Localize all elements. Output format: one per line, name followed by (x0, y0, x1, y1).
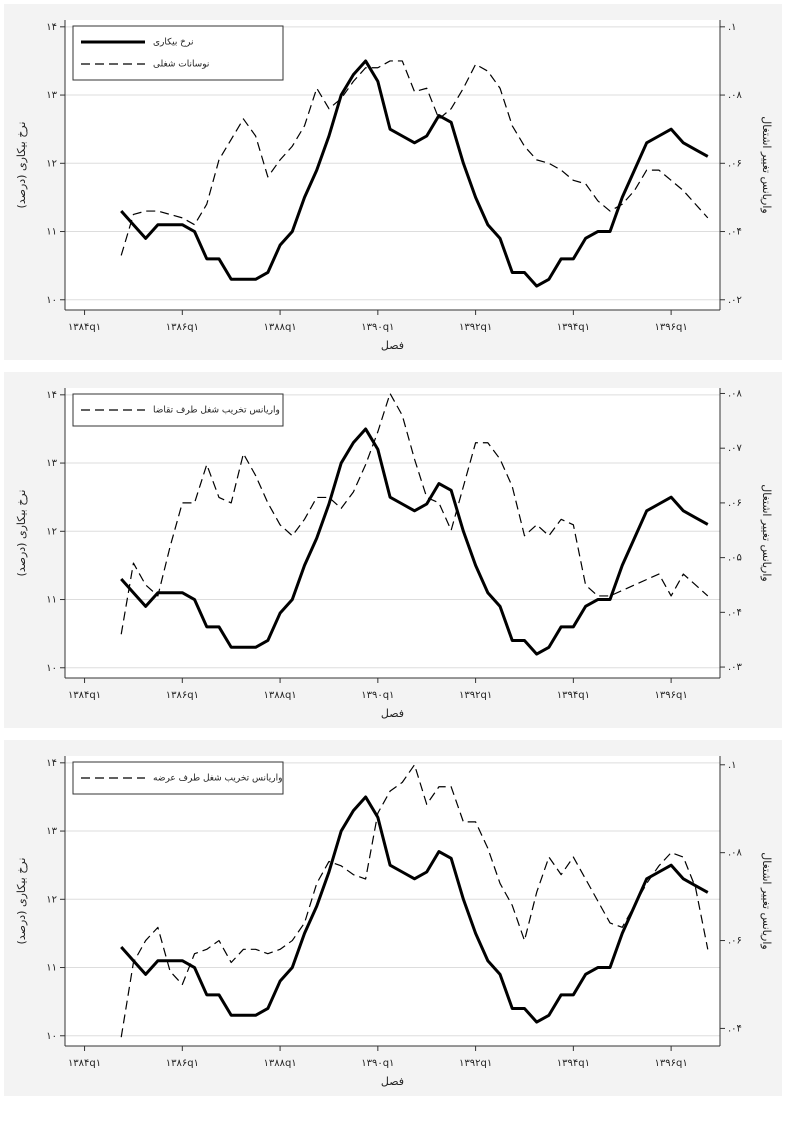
x-tick-label: ۱۳۹۲q۱ (459, 690, 492, 701)
y2-tick-label: .۰۵ (728, 553, 742, 564)
y-axis-label: نرخ بیکاری (درصد) (15, 490, 28, 577)
x-tick-label: ۱۳۹۰q۱ (361, 1058, 394, 1069)
chart-panel: ۱۰ ۱۱ ۱۲ ۱۳ ۱۴ .۰۲ .۰۴ .۰۶ .۰۸ .۱ ۱۳۸۴q۱ ۱۳۸۶q۱ ۱۳۸۸… (4, 4, 782, 360)
y-tick-label: ۱۳ (46, 458, 57, 469)
x-tick-label: ۱۳۹۴q۱ (557, 322, 590, 333)
x-tick-label: ۱۳۹۶q۱ (655, 322, 688, 333)
series-line (120, 392, 709, 635)
x-tick-label: ۱۳۹۶q۱ (655, 1058, 688, 1069)
y2-tick-label: .۰۸ (728, 848, 743, 859)
y2-tick-label: .۰۶ (728, 498, 742, 509)
x-tick-label: ۱۳۹۴q۱ (557, 1058, 590, 1069)
y-axis-label: نرخ بیکاری (درصد) (15, 122, 28, 209)
y2-tick-label: .۱ (728, 22, 737, 33)
y-tick-label: ۱۱ (46, 595, 57, 606)
plot-area (65, 756, 720, 1046)
chart-panel: ۱۰ ۱۱ ۱۲ ۱۳ ۱۴ .۰۳ .۰۴ .۰۵ .۰۶ .۰۷ .۰۸ ۱۳۸۴q۱ ۱۳۸۶q۱… (4, 372, 782, 728)
y2-axis-label: واریانس تغییر اشتغال (760, 484, 773, 582)
y2-tick-label: .۰۸ (728, 388, 743, 399)
y2-tick-label: .۰۶ (728, 936, 742, 947)
y2-tick-label: .۰۴ (728, 1023, 742, 1034)
x-tick-label: ۱۳۸۸q۱ (263, 690, 296, 701)
series-line (120, 427, 709, 656)
x-tick-label: ۱۳۸۴q۱ (68, 690, 101, 701)
y-tick-label: ۱۰ (46, 295, 57, 306)
y-tick-label: ۱۳ (46, 90, 57, 101)
series-line (120, 764, 709, 1038)
y-tick-label: ۱۳ (46, 826, 57, 837)
y-axis-label: نرخ بیکاری (درصد) (15, 858, 28, 945)
x-tick-label: ۱۳۹۲q۱ (459, 322, 492, 333)
y-tick-label: ۱۰ (46, 1031, 57, 1042)
y-tick-label: ۱۱ (46, 227, 57, 238)
y-tick-label: ۱۲ (46, 526, 57, 537)
y2-tick-label: .۰۴ (728, 607, 742, 618)
x-tick-label: ۱۳۹۰q۱ (361, 690, 394, 701)
x-tick-label: ۱۳۹۴q۱ (557, 690, 590, 701)
x-tick-label: ۱۳۹۶q۱ (655, 690, 688, 701)
x-axis-label: فصل (381, 707, 404, 720)
y-tick-label: ۱۴ (46, 758, 57, 769)
x-tick-label: ۱۳۸۶q۱ (166, 1058, 199, 1069)
legend-label: نوسانات شغلی (153, 60, 209, 70)
y2-tick-label: .۰۲ (728, 295, 742, 306)
y2-tick-label: .۰۴ (728, 227, 742, 238)
x-tick-label: ۱۳۸۸q۱ (263, 1058, 296, 1069)
x-tick-label: ۱۳۸۸q۱ (263, 322, 296, 333)
series-line (120, 795, 709, 1024)
x-axis-label: فصل (381, 1075, 404, 1088)
x-tick-label: ۱۳۸۴q۱ (68, 1058, 101, 1069)
x-tick-label: ۱۳۸۶q۱ (166, 322, 199, 333)
x-tick-label: ۱۳۸۶q۱ (166, 690, 199, 701)
y-tick-label: ۱۴ (46, 390, 57, 401)
legend-box (72, 761, 284, 795)
y2-tick-label: .۰۷ (728, 443, 743, 454)
y-tick-label: ۱۰ (46, 663, 57, 674)
x-tick-label: ۱۳۹۰q۱ (361, 322, 394, 333)
y2-tick-label: .۰۸ (728, 90, 743, 101)
plot-area (65, 388, 720, 678)
legend-box (72, 393, 284, 427)
chart-panel: ۱۰ ۱۱ ۱۲ ۱۳ ۱۴ .۰۴ .۰۶ .۰۸ .۱ ۱۳۸۴q۱ ۱۳۸۶q۱ ۱۳۸۸q۱ ۱… (4, 740, 782, 1096)
x-axis-label: فصل (381, 339, 404, 352)
x-tick-label: ۱۳۸۴q۱ (68, 322, 101, 333)
y-tick-label: ۱۲ (46, 894, 57, 905)
series-line (120, 59, 709, 288)
y2-tick-label: .۰۶ (728, 158, 742, 169)
x-tick-label: ۱۳۹۲q۱ (459, 1058, 492, 1069)
legend-box (72, 25, 284, 81)
legend-label: نرخ بیکاری (153, 38, 193, 48)
legend-label: واریانس تخریب شغل طرف عرضه (153, 774, 282, 784)
y2-tick-label: .۱ (728, 760, 737, 771)
y-tick-label: ۱۱ (46, 963, 57, 974)
y-tick-label: ۱۴ (46, 22, 57, 33)
y2-tick-label: .۰۳ (728, 662, 743, 673)
y2-axis-label: واریانس تغییر اشتغال (760, 116, 773, 214)
y2-axis-label: واریانس تغییر اشتغال (760, 852, 773, 950)
legend-label: واریانس تخریب شغل طرف تقاضا (153, 406, 280, 416)
series-line (120, 60, 709, 256)
y-tick-label: ۱۲ (46, 158, 57, 169)
